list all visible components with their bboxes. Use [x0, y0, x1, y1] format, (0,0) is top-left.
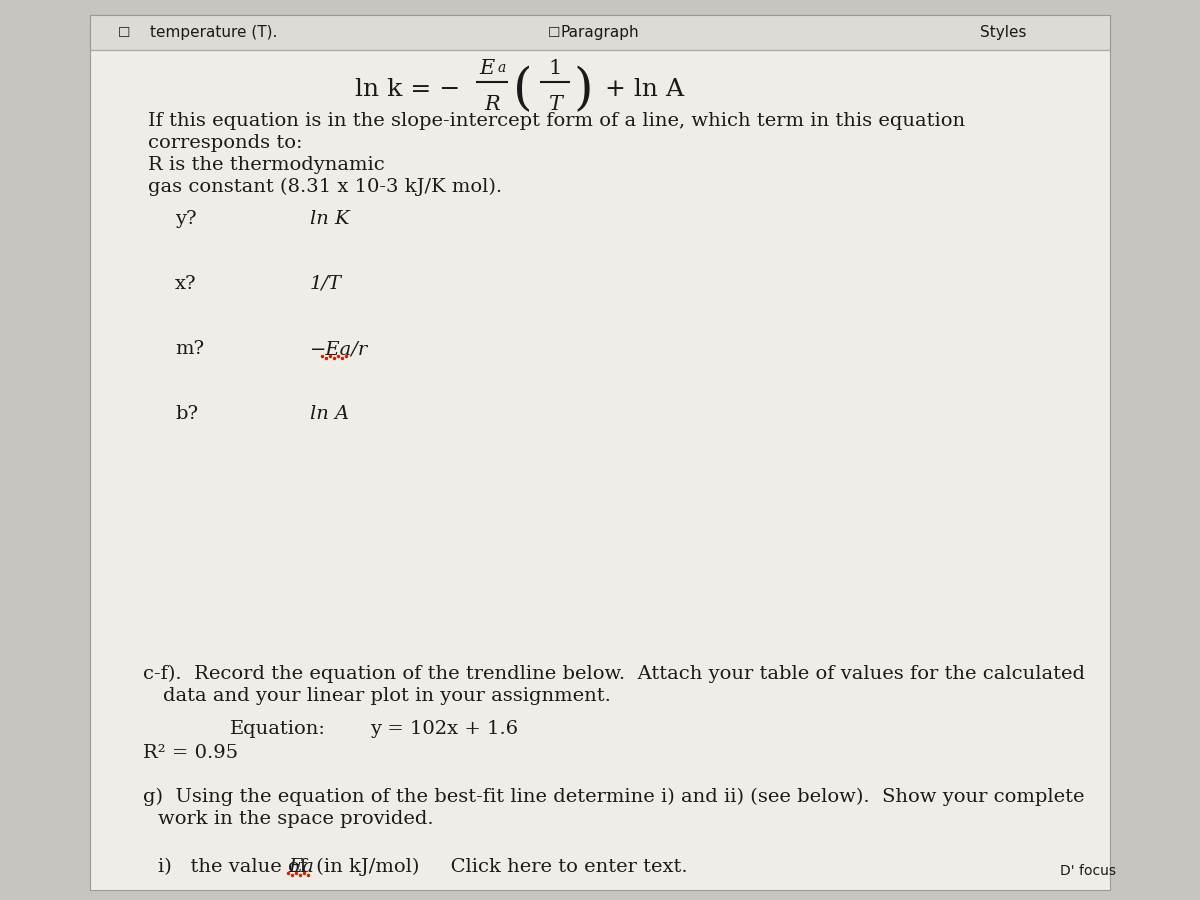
Text: E: E — [480, 59, 496, 78]
Text: ☐: ☐ — [548, 26, 560, 40]
Text: Paragraph: Paragraph — [560, 25, 640, 40]
Text: y?: y? — [175, 210, 197, 228]
Text: data and your linear plot in your assignment.: data and your linear plot in your assign… — [163, 687, 611, 705]
Text: c-f).  Record the equation of the trendline below.  Attach your table of values : c-f). Record the equation of the trendli… — [143, 665, 1085, 683]
Text: R² = 0.95: R² = 0.95 — [143, 744, 238, 762]
Bar — [90, 15, 1110, 50]
Text: i)   the value of: i) the value of — [158, 858, 313, 876]
Text: (in kJ/mol)     Click here to enter text.: (in kJ/mol) Click here to enter text. — [310, 858, 688, 877]
Text: Equation:: Equation: — [230, 720, 326, 738]
Text: Styles: Styles — [980, 25, 1026, 40]
Text: ): ) — [574, 66, 593, 114]
Text: 1: 1 — [548, 59, 562, 78]
Text: ln K: ln K — [310, 210, 349, 228]
Text: + ln A: + ln A — [605, 78, 684, 102]
Text: 1/T: 1/T — [310, 275, 342, 293]
Text: corresponds to:: corresponds to: — [148, 134, 302, 152]
Text: If this equation is in the slope-intercept form of a line, which term in this eq: If this equation is in the slope-interce… — [148, 112, 965, 130]
Text: ln k = −: ln k = − — [355, 78, 460, 102]
Text: a: a — [498, 61, 506, 75]
Text: gas constant (8.31 x 10-3 kJ/K mol).: gas constant (8.31 x 10-3 kJ/K mol). — [148, 178, 502, 196]
Text: R is the thermodynamic: R is the thermodynamic — [148, 156, 385, 174]
Text: ln A: ln A — [310, 405, 349, 423]
Text: Ea: Ea — [288, 858, 314, 876]
Text: m?: m? — [175, 340, 204, 358]
Text: T: T — [548, 95, 562, 114]
Bar — [90, 15, 1110, 890]
Text: R: R — [484, 95, 500, 114]
Text: −Ea/r: −Ea/r — [310, 340, 368, 358]
Text: temperature (T).: temperature (T). — [150, 25, 277, 40]
Text: ☐: ☐ — [118, 26, 131, 40]
Text: g)  Using the equation of the best-fit line determine i) and ii) (see below).  S: g) Using the equation of the best-fit li… — [143, 788, 1085, 806]
Text: work in the space provided.: work in the space provided. — [158, 810, 433, 828]
Text: D' focus: D' focus — [1060, 864, 1116, 878]
Text: b?: b? — [175, 405, 198, 423]
Text: x?: x? — [175, 275, 197, 293]
Text: (: ( — [514, 66, 533, 114]
Text: y = 102x + 1.6: y = 102x + 1.6 — [370, 720, 518, 738]
